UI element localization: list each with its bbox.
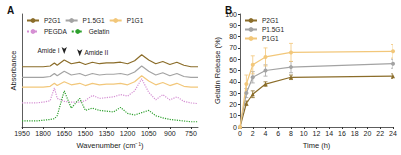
svg-text:Wavenumber (cm⁻¹): Wavenumber (cm⁻¹) — [77, 141, 144, 150]
svg-text:Amide II: Amide II — [84, 49, 108, 56]
svg-text:Absorbance: Absorbance — [9, 50, 18, 90]
svg-text:1950: 1950 — [14, 130, 30, 137]
svg-text:14: 14 — [325, 130, 333, 137]
svg-text:P2G1: P2G1 — [262, 17, 279, 24]
svg-text:22: 22 — [376, 130, 384, 137]
svg-text:A: A — [7, 5, 14, 16]
svg-text:B: B — [225, 5, 232, 16]
svg-text:Gelatin Release (%): Gelatin Release (%) — [213, 36, 222, 104]
svg-text:Time (h): Time (h) — [303, 141, 331, 150]
svg-text:80: 80 — [229, 33, 237, 40]
svg-text:10: 10 — [300, 130, 308, 137]
svg-text:1650: 1650 — [56, 130, 72, 137]
svg-text:60: 60 — [229, 56, 237, 63]
svg-text:40: 40 — [229, 78, 237, 85]
svg-text:P1.5G1: P1.5G1 — [262, 26, 284, 33]
svg-text:20: 20 — [229, 101, 237, 108]
svg-text:1350: 1350 — [99, 130, 115, 137]
svg-text:4: 4 — [264, 130, 268, 137]
svg-text:2: 2 — [251, 130, 255, 137]
svg-text:18: 18 — [351, 130, 359, 137]
svg-text:8: 8 — [289, 130, 293, 137]
svg-text:750: 750 — [185, 130, 197, 137]
svg-text:50: 50 — [229, 67, 237, 74]
svg-text:P1G1: P1G1 — [262, 35, 279, 42]
svg-text:Amide I: Amide I — [38, 47, 60, 54]
svg-text:20: 20 — [364, 130, 372, 137]
svg-text:6: 6 — [276, 130, 280, 137]
svg-text:P2G1: P2G1 — [44, 17, 61, 24]
svg-text:30: 30 — [229, 90, 237, 97]
svg-text:Gelatin: Gelatin — [89, 28, 110, 35]
svg-text:0: 0 — [233, 124, 237, 131]
svg-text:90: 90 — [229, 22, 237, 29]
svg-text:P1G1: P1G1 — [127, 17, 144, 24]
svg-text:70: 70 — [229, 44, 237, 51]
svg-text:1500: 1500 — [78, 130, 94, 137]
svg-text:16: 16 — [338, 130, 346, 137]
svg-text:12: 12 — [313, 130, 321, 137]
svg-text:1800: 1800 — [35, 130, 51, 137]
svg-text:0: 0 — [238, 130, 242, 137]
svg-text:1050: 1050 — [141, 130, 157, 137]
svg-text:900: 900 — [164, 130, 176, 137]
svg-text:PEGDA: PEGDA — [44, 28, 67, 35]
svg-text:P1.5G1: P1.5G1 — [83, 17, 105, 24]
svg-text:1200: 1200 — [120, 130, 136, 137]
svg-text:24: 24 — [389, 130, 397, 137]
svg-text:10: 10 — [229, 112, 237, 119]
